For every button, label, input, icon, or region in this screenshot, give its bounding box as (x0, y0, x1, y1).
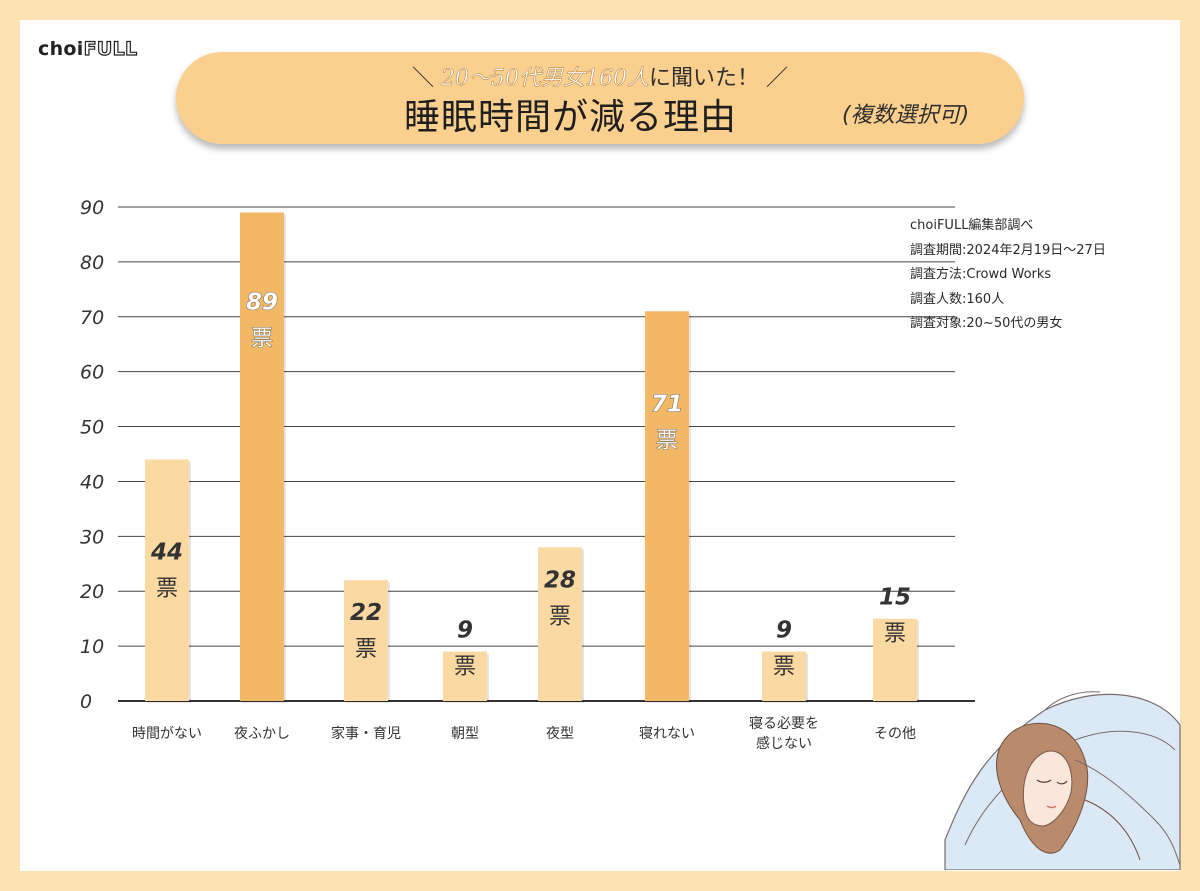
bar (645, 311, 689, 701)
y-tick-label: 70 (80, 307, 104, 329)
y-tick-label: 10 (80, 636, 104, 658)
data-label-value: 44 (150, 539, 183, 565)
y-tick-label: 50 (80, 417, 104, 439)
survey-method: 調査方法:Crowd Works (910, 267, 1052, 282)
banner-subtitle: ＼ 20〜50代男女160人に聞いた！ ／ (176, 60, 1024, 92)
x-category-label: その他 (874, 726, 916, 742)
survey-source: choiFULL編集部調べ (910, 218, 1034, 233)
subtitle-emphasis: 20〜50代男女160人 (441, 66, 650, 92)
multi-select-note: (複数選択可) (842, 103, 970, 128)
sleeping-woman-illustration (944, 691, 1181, 870)
x-category-label: 朝型 (451, 726, 479, 742)
bar (145, 459, 189, 701)
y-tick-label: 90 (80, 197, 104, 219)
brand-logo: choiFULL (38, 37, 138, 60)
x-category-label: 感じない (756, 735, 812, 752)
data-label-unit: 票 (156, 576, 178, 601)
x-category-label: 夜ふかし (234, 726, 290, 742)
data-label-unit: 票 (251, 326, 273, 351)
data-label-unit: 票 (773, 655, 795, 680)
data-label-value: 89 (246, 289, 278, 315)
bar (240, 212, 284, 701)
chart-card (20, 20, 1180, 871)
y-tick-label: 0 (80, 691, 92, 713)
logo-accent: FULL (83, 37, 138, 60)
subtitle-prefix: ＼ (411, 66, 434, 91)
data-label-value: 9 (776, 618, 792, 644)
y-tick-label: 30 (80, 526, 104, 548)
y-tick-label: 80 (80, 252, 104, 274)
y-tick-label: 20 (80, 581, 104, 603)
x-category-label: 寝る必要を (749, 715, 819, 732)
y-tick-label: 40 (80, 471, 104, 493)
data-label-value: 22 (350, 600, 382, 626)
x-category-label: 家事・育児 (331, 725, 401, 742)
bar (762, 651, 806, 701)
survey-period: 調査期間:2024年2月19日〜27日 (910, 242, 1106, 258)
survey-info: choiFULL編集部調べ 調査期間:2024年2月19日〜27日 調査方法:C… (910, 214, 1106, 337)
data-label-value: 15 (879, 585, 911, 611)
y-tick-label: 60 (80, 362, 104, 384)
data-label-unit: 票 (884, 622, 906, 647)
data-label-unit: 票 (355, 637, 377, 662)
data-label-unit: 票 (656, 428, 678, 453)
x-category-label: 夜型 (546, 726, 574, 742)
logo-main: choi (38, 38, 84, 60)
survey-count: 調査人数:160人 (910, 291, 1005, 307)
bar (538, 547, 582, 701)
data-label-unit: 票 (549, 604, 571, 629)
bar (443, 651, 487, 701)
subtitle-rest: に聞いた！ (648, 66, 759, 91)
data-label-unit: 票 (454, 655, 476, 680)
data-label-value: 71 (651, 391, 683, 417)
chart-title: 睡眠時間が減る理由 (404, 97, 738, 138)
data-label-value: 28 (544, 567, 576, 593)
bar (873, 618, 917, 701)
data-label-value: 9 (457, 618, 473, 644)
subtitle-suffix: ／ (766, 66, 789, 91)
x-category-label: 時間がない (132, 726, 202, 742)
x-category-label: 寝れない (639, 725, 695, 742)
bar (344, 580, 388, 701)
title-banner: ＼ 20〜50代男女160人に聞いた！ ／ 睡眠時間が減る理由 (複数選択可) (176, 52, 1024, 144)
survey-target: 調査対象:20~50代の男女 (910, 316, 1063, 331)
